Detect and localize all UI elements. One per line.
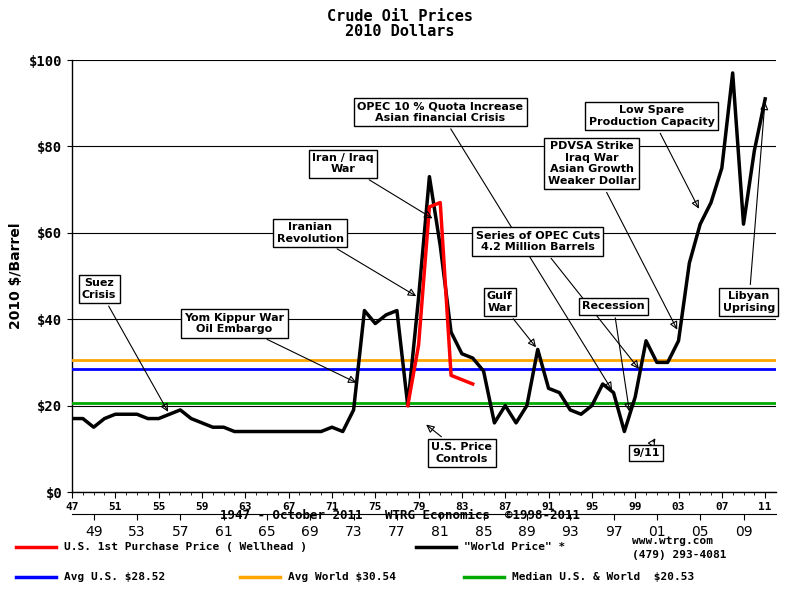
- Text: Gulf
War: Gulf War: [487, 291, 535, 346]
- Text: Median U.S. & World  $20.53: Median U.S. & World $20.53: [512, 572, 694, 581]
- Text: Crude Oil Prices: Crude Oil Prices: [327, 9, 473, 24]
- Text: OPEC 10 % Quota Increase
Asian financial Crisis: OPEC 10 % Quota Increase Asian financial…: [358, 101, 611, 389]
- Text: PDVSA Strike
Iraq War
Asian Growth
Weaker Dollar: PDVSA Strike Iraq War Asian Growth Weake…: [548, 141, 677, 329]
- Text: Libyan
Uprising: Libyan Uprising: [722, 103, 775, 313]
- Text: 1947 - October 2011   WTRG Economics  ©1998-2011: 1947 - October 2011 WTRG Economics ©1998…: [220, 509, 580, 522]
- Text: Suez
Crisis: Suez Crisis: [82, 278, 167, 411]
- Y-axis label: 2010 $/Barrel: 2010 $/Barrel: [10, 223, 23, 329]
- Text: www.wtrg.com: www.wtrg.com: [632, 536, 713, 547]
- Text: Avg World $30.54: Avg World $30.54: [288, 572, 396, 581]
- Text: U.S. 1st Purchase Price ( Wellhead ): U.S. 1st Purchase Price ( Wellhead ): [64, 542, 307, 552]
- Text: 2010 Dollars: 2010 Dollars: [346, 24, 454, 39]
- Text: (479) 293-4081: (479) 293-4081: [632, 550, 726, 560]
- Text: Series of OPEC Cuts
4.2 Million Barrels: Series of OPEC Cuts 4.2 Million Barrels: [475, 230, 638, 368]
- Text: Iran / Iraq
War: Iran / Iraq War: [312, 153, 431, 218]
- Text: Low Spare
Production Capacity: Low Spare Production Capacity: [589, 106, 714, 208]
- Text: Recession: Recession: [582, 301, 645, 410]
- Text: U.S. Price
Controls: U.S. Price Controls: [427, 425, 492, 464]
- Text: 9/11: 9/11: [632, 439, 660, 458]
- Text: Avg U.S. $28.52: Avg U.S. $28.52: [64, 572, 166, 581]
- Text: "World Price" *: "World Price" *: [464, 542, 566, 552]
- Text: Yom Kippur War
Oil Embargo: Yom Kippur War Oil Embargo: [184, 313, 355, 382]
- Text: Iranian
Revolution: Iranian Revolution: [277, 222, 415, 296]
